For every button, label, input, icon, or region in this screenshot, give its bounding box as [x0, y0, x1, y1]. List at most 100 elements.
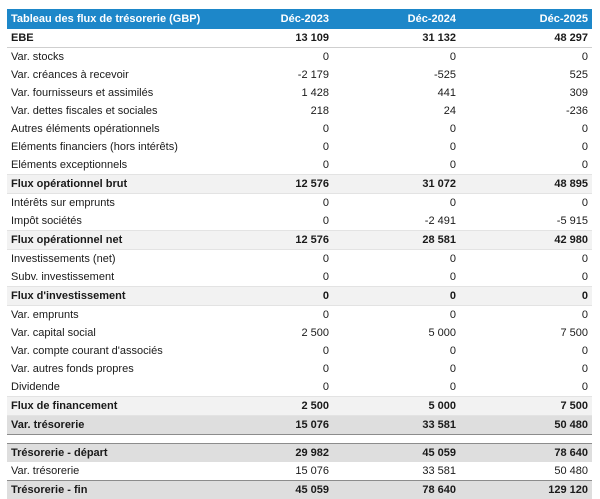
row-value-dec-2023: 218 — [310, 105, 329, 117]
row-label: Autres éléments opérationnels — [11, 123, 160, 135]
row-value-dec-2024: 0 — [449, 159, 456, 171]
row-label: Intérêts sur emprunts — [11, 197, 115, 209]
row-value-dec-2025: 42 980 — [460, 230, 592, 250]
row-value-dec-2025: 50 480 — [460, 415, 592, 435]
row-value-dec-2024: 0 — [449, 381, 456, 393]
table-row: Flux opérationnel brut 12 576 31 072 48 895 — [7, 174, 592, 194]
row-value-dec-2025: 525 — [569, 69, 588, 81]
row-value-dec-2024: 33 581 — [333, 415, 460, 435]
table-row: Eléments exceptionnels 0 0 0 — [7, 156, 592, 175]
row-value-dec-2023: 12 576 — [207, 230, 333, 250]
row-label: Var. stocks — [11, 51, 64, 63]
cash-flow-table: Tableau des flux de trésorerie (GBP) Déc… — [7, 9, 592, 499]
row-value-dec-2024: 0 — [449, 197, 456, 209]
row-label: Var. capital social — [11, 327, 96, 339]
table-row: Eléments financiers (hors intérêts) 0 0 0 — [7, 138, 592, 156]
row-value-dec-2025: 48 297 — [460, 29, 592, 48]
row-value-dec-2023: 0 — [322, 197, 329, 209]
row-label: Trésorerie - départ — [7, 443, 207, 462]
row-value-dec-2025: 50 480 — [554, 465, 588, 477]
row-value-dec-2024: 0 — [449, 345, 456, 357]
row-label: Subv. investissement — [11, 271, 115, 283]
row-value-dec-2023: 0 — [322, 159, 329, 171]
row-label: Var. trésorerie — [11, 465, 80, 477]
row-value-dec-2024: 0 — [449, 253, 456, 265]
row-value-dec-2023: -2 179 — [297, 69, 329, 81]
table-row: Flux de financement 2 500 5 000 7 500 — [7, 396, 592, 416]
row-label: Flux opérationnel net — [7, 230, 207, 250]
table-row: Var. autres fonds propres 0 0 0 — [7, 360, 592, 378]
row-value-dec-2025: 0 — [581, 141, 588, 153]
row-label: EBE — [7, 29, 207, 48]
row-value-dec-2024: 0 — [449, 123, 456, 135]
row-value-dec-2025: 0 — [581, 253, 588, 265]
row-value-dec-2024: 78 640 — [333, 480, 460, 499]
table-body: EBE 13 109 31 132 48 297 Var. stocks 0 0 0 Var. … — [7, 29, 592, 499]
row-value-dec-2023: 0 — [322, 51, 329, 63]
row-label: Var. fournisseurs et assimilés — [11, 87, 154, 99]
table-title: Tableau des flux de trésorerie (GBP) — [7, 9, 207, 29]
column-header-dec-2024: Déc-2024 — [333, 9, 460, 29]
table-row: Autres éléments opérationnels 0 0 0 — [7, 120, 592, 138]
table-row: Impôt sociétés 0 -2 491 -5 915 — [7, 212, 592, 231]
row-label: Eléments exceptionnels — [11, 159, 128, 171]
table-row: Flux opérationnel net 12 576 28 581 42 980 — [7, 230, 592, 250]
table-row: EBE 13 109 31 132 48 297 — [7, 29, 592, 48]
row-value-dec-2025: 7 500 — [560, 327, 588, 339]
row-label: Var. trésorerie — [7, 415, 207, 435]
row-value-dec-2023: 2 500 — [301, 327, 329, 339]
row-value-dec-2025: 48 895 — [460, 174, 592, 194]
row-value-dec-2024: -2 491 — [424, 215, 456, 227]
table-row: Var. fournisseurs et assimilés 1 428 441 30… — [7, 84, 592, 102]
row-value-dec-2024: 0 — [449, 309, 456, 321]
row-value-dec-2025: 0 — [581, 123, 588, 135]
row-value-dec-2024: 24 — [443, 105, 456, 117]
column-header-dec-2023: Déc-2023 — [207, 9, 333, 29]
spacer-row — [7, 434, 592, 444]
row-label: Investissements (net) — [11, 253, 116, 265]
row-value-dec-2025: 0 — [581, 197, 588, 209]
row-value-dec-2023: 0 — [322, 123, 329, 135]
row-value-dec-2023: 0 — [322, 271, 329, 283]
row-label: Var. dettes fiscales et sociales — [11, 105, 158, 117]
row-value-dec-2024: 31 072 — [333, 174, 460, 194]
table-row: Var. créances à recevoir -2 179 -525 525 — [7, 66, 592, 84]
row-value-dec-2023: 29 982 — [207, 443, 333, 462]
row-value-dec-2025: 0 — [581, 381, 588, 393]
row-value-dec-2024: 0 — [449, 363, 456, 375]
row-value-dec-2023: 15 076 — [207, 415, 333, 435]
row-value-dec-2023: 0 — [207, 286, 333, 306]
table-row: Var. stocks 0 0 0 — [7, 48, 592, 67]
table-row: Var. capital social 2 500 5 000 7 500 — [7, 324, 592, 342]
row-value-dec-2025: 78 640 — [460, 443, 592, 462]
row-label: Var. emprunts — [11, 309, 79, 321]
row-label: Flux de financement — [7, 396, 207, 416]
row-value-dec-2025: 0 — [581, 51, 588, 63]
row-value-dec-2023: 1 428 — [301, 87, 329, 99]
row-value-dec-2023: 13 109 — [207, 29, 333, 48]
row-value-dec-2025: 309 — [569, 87, 588, 99]
row-value-dec-2023: 15 076 — [295, 465, 329, 477]
row-value-dec-2025: 0 — [581, 159, 588, 171]
row-value-dec-2024: 0 — [449, 271, 456, 283]
table-row: Var. compte courant d'associés 0 0 0 — [7, 342, 592, 360]
row-value-dec-2023: 0 — [322, 363, 329, 375]
row-value-dec-2025: -236 — [565, 105, 588, 117]
row-value-dec-2024: 28 581 — [333, 230, 460, 250]
row-label: Trésorerie - fin — [7, 480, 207, 499]
row-value-dec-2025: 129 120 — [460, 480, 592, 499]
row-label: Flux opérationnel brut — [7, 174, 207, 194]
table-row: Var. trésorerie 15 076 33 581 50 480 — [7, 462, 592, 481]
row-value-dec-2024: 0 — [449, 141, 456, 153]
row-label: Dividende — [11, 381, 60, 393]
row-value-dec-2024: 0 — [333, 286, 460, 306]
row-value-dec-2025: -5 915 — [556, 215, 588, 227]
table-row: Var. dettes fiscales et sociales 218 24 -23… — [7, 102, 592, 120]
table-header-row: Tableau des flux de trésorerie (GBP) Déc… — [7, 9, 592, 29]
row-value-dec-2024: -525 — [433, 69, 456, 81]
row-value-dec-2025: 0 — [581, 271, 588, 283]
row-value-dec-2024: 441 — [437, 87, 456, 99]
table-row: Var. trésorerie 15 076 33 581 50 480 — [7, 415, 592, 435]
row-value-dec-2024: 33 581 — [422, 465, 456, 477]
